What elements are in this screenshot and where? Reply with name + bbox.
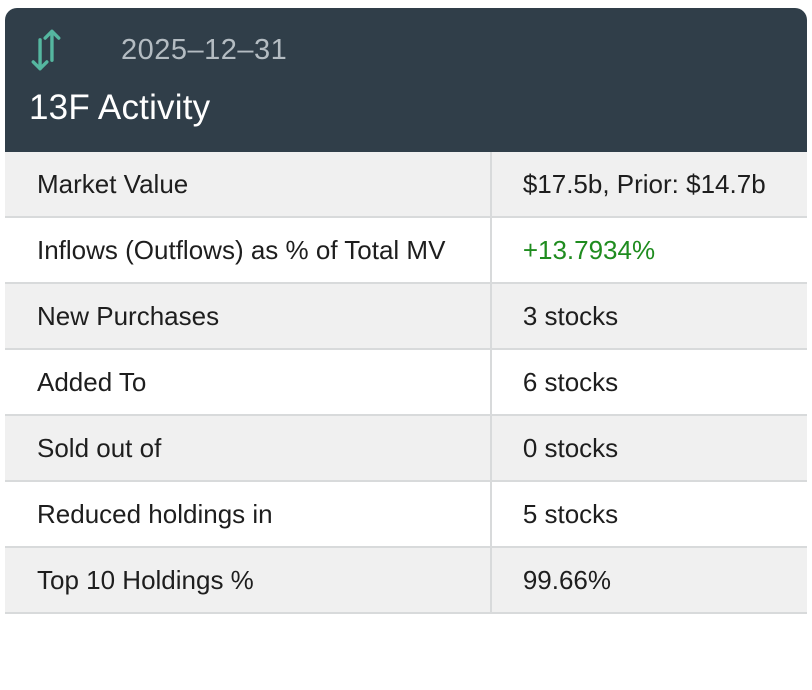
row-label: Top 10 Holdings % (5, 548, 492, 612)
row-label: New Purchases (5, 284, 492, 348)
table-row: New Purchases 3 stocks (5, 282, 807, 348)
card-header: 2025–12–31 13F Activity (5, 8, 807, 152)
table-row: Reduced holdings in 5 stocks (5, 480, 807, 546)
table-row: Market Value $17.5b, Prior: $14.7b (5, 152, 807, 216)
report-date: 2025–12–31 (121, 33, 288, 66)
table-row: Added To 6 stocks (5, 348, 807, 414)
card-title: 13F Activity (29, 88, 211, 127)
row-value: 6 stocks (522, 367, 619, 397)
row-label: Market Value (5, 152, 492, 216)
row-value: 3 stocks (522, 301, 619, 331)
header-top: 2025–12–31 (29, 24, 783, 76)
row-label: Sold out of (5, 416, 492, 480)
table-row: Top 10 Holdings % 99.66% (5, 546, 807, 612)
activity-table: Market Value $17.5b, Prior: $14.7b Inflows… (5, 152, 807, 614)
row-label: Added To (5, 350, 492, 414)
row-value: 99.66% (522, 565, 611, 595)
row-value: +13.7934% (522, 235, 656, 265)
row-value: 5 stocks (522, 499, 619, 529)
row-value: 0 stocks (522, 433, 619, 463)
table-row: Inflows (Outflows) as % of Total MV +13.7… (5, 216, 807, 282)
row-label: Reduced holdings in (5, 482, 492, 546)
row-label: Inflows (Outflows) as % of Total MV (5, 218, 492, 282)
up-down-arrows-icon[interactable] (29, 24, 63, 76)
table-row: Sold out of 0 stocks (5, 414, 807, 480)
row-value: $17.5b, Prior: $14.7b (522, 169, 766, 199)
13f-activity-card: 2025–12–31 13F Activity Market Value $17.… (5, 8, 807, 614)
